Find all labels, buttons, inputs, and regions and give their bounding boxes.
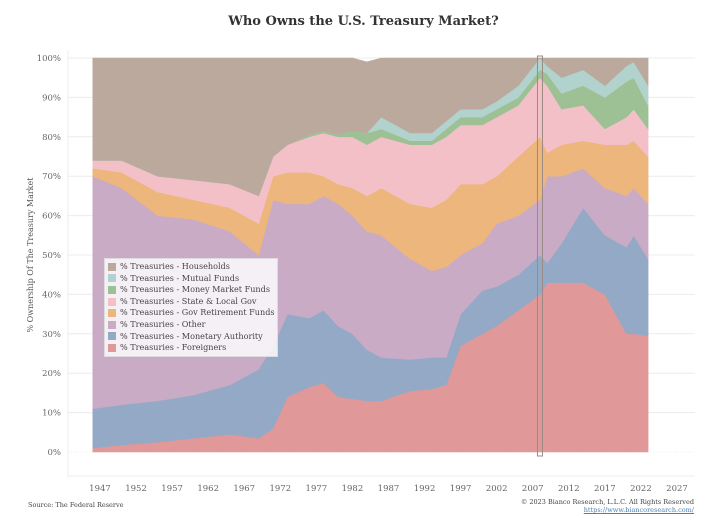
legend-label: % Treasuries - Gov Retirement Funds [120, 307, 275, 318]
legend-label: % Treasuries - Mutual Funds [120, 272, 240, 283]
y-tick-label: 40% [42, 290, 61, 300]
y-tick-label: 90% [42, 93, 61, 103]
y-tick-label: 100% [37, 54, 61, 64]
x-tick-label: 1977 [306, 484, 328, 494]
legend-item: % Treasuries - Monetary Authority [108, 331, 274, 343]
legend-label: % Treasuries - Monetary Authority [120, 330, 263, 341]
legend-swatch [108, 320, 116, 329]
y-tick-label: 30% [42, 330, 61, 340]
y-tick-label: 50% [42, 251, 61, 261]
legend-swatch [108, 309, 116, 318]
legend-item: % Treasuries - Households [108, 261, 274, 273]
legend-item: % Treasuries - Mutual Funds [108, 273, 274, 285]
legend-item: % Treasuries - Foreigners [108, 342, 274, 354]
legend-item: % Treasuries - Other [108, 319, 274, 331]
y-tick-label: 10% [42, 409, 61, 419]
x-tick-label: 1997 [450, 484, 472, 494]
x-tick-label: 1947 [89, 484, 111, 494]
x-tick-label: 2022 [630, 484, 652, 494]
legend-item: % Treasuries - Gov Retirement Funds [108, 307, 275, 319]
x-tick-label: 2012 [558, 484, 580, 494]
legend-label: % Treasuries - Other [120, 318, 206, 329]
y-tick-label: 20% [42, 369, 61, 379]
y-tick-label: 60% [42, 212, 61, 222]
x-tick-label: 1957 [161, 484, 183, 494]
x-tick-label: 1952 [125, 484, 147, 494]
legend-item: % Treasuries - Money Market Funds [108, 284, 274, 296]
y-tick-label: 80% [42, 133, 61, 143]
legend-label: % Treasuries - State & Local Gov [120, 295, 257, 306]
legend-label: % Treasuries - Foreigners [120, 342, 227, 353]
copyright-note: © 2023 Bianco Research, L.L.C. All Right… [521, 498, 694, 514]
x-tick-label: 1987 [378, 484, 400, 494]
y-tick-label: 0% [48, 448, 62, 458]
legend-label: % Treasuries - Money Market Funds [120, 284, 270, 295]
legend-swatch [108, 274, 116, 283]
x-tick-label: 2002 [486, 484, 508, 494]
source-note: Source: The Federal Reserve [28, 501, 124, 509]
legend-swatch [108, 262, 116, 271]
legend-swatch [108, 332, 116, 341]
x-tick-label: 1982 [342, 484, 364, 494]
chart-legend: % Treasuries - Households% Treasuries - … [104, 258, 278, 357]
highlight-marker [536, 55, 543, 457]
legend-swatch [108, 297, 116, 306]
y-axis-label: % Ownership Of The Treasury Market [26, 177, 35, 333]
legend-label: % Treasuries - Households [120, 261, 230, 271]
legend-item: % Treasuries - State & Local Gov [108, 296, 274, 308]
copyright-text: © 2023 Bianco Research, L.L.C. All Right… [520, 498, 694, 506]
x-tick-label: 1967 [233, 484, 255, 494]
legend-swatch [108, 343, 116, 352]
area-households [92, 57, 649, 197]
x-tick-label: 1962 [197, 484, 219, 494]
x-tick-label: 2027 [666, 484, 688, 494]
legend-swatch [108, 285, 116, 294]
website-link[interactable]: https://www.biancoresearch.com/ [583, 506, 694, 514]
x-tick-label: 2017 [594, 484, 616, 494]
chart-title: Who Owns the U.S. Treasury Market? [228, 14, 499, 29]
x-tick-label: 1972 [269, 484, 291, 494]
x-tick-label: 2007 [522, 484, 544, 494]
x-tick-label: 1992 [414, 484, 436, 494]
y-tick-label: 70% [42, 172, 61, 182]
